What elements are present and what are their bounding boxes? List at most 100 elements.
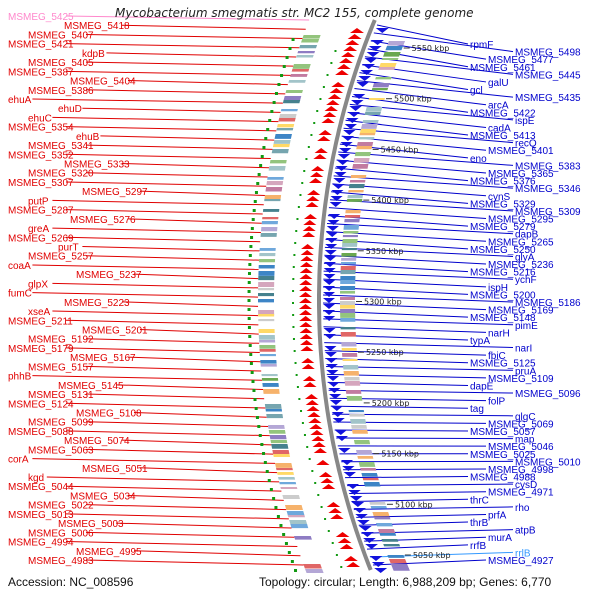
gene-label-right[interactable]: MSMEG_5010 xyxy=(515,457,581,468)
gene-label-right[interactable]: MSMEG_4971 xyxy=(488,488,554,499)
gene-label-right[interactable]: MSMEG_5383 xyxy=(515,161,581,172)
gene-label-right[interactable]: MSMEG_5445 xyxy=(515,70,581,81)
gene-label-right[interactable]: MSMEG_5069 xyxy=(488,419,554,430)
gene-label-left[interactable]: MSMEG_5044 xyxy=(8,482,74,493)
gene-label-left[interactable]: MSMEG_5297 xyxy=(82,187,148,198)
gene-label-left[interactable]: MSMEG_5386 xyxy=(28,86,94,97)
gene-label-left[interactable]: MSMEG_5108 xyxy=(76,408,142,419)
gene-label-left[interactable]: MSMEG_5223 xyxy=(64,298,130,309)
gene-label-right[interactable]: MSMEG_5125 xyxy=(470,359,536,370)
gene-label-left[interactable]: MSMEG_5405 xyxy=(28,58,94,69)
gene-label-right[interactable]: MSMEG_4927 xyxy=(488,556,554,567)
gene-label-left[interactable]: ehuA xyxy=(8,95,32,106)
gene-label-left[interactable]: MSMEG_5201 xyxy=(82,325,148,336)
gene-label-left[interactable]: phhB xyxy=(8,372,32,383)
gene-label-right[interactable]: arcA xyxy=(488,101,509,112)
gene-label-left[interactable]: MSMEG_5421 xyxy=(8,40,74,51)
gene-label-right[interactable]: rrlB xyxy=(515,548,531,559)
gene-label-right[interactable]: tag xyxy=(470,404,484,415)
gene-label-right[interactable]: glyA xyxy=(515,252,535,263)
gene-label-right[interactable]: MSMEG_5309 xyxy=(515,207,581,218)
gene-label-left[interactable]: MSMEG_5074 xyxy=(64,436,130,447)
gene-label-left[interactable]: MSMEG_5404 xyxy=(70,77,136,88)
gene-label-left[interactable]: MSMEG_5211 xyxy=(8,316,73,327)
gene-label-left[interactable]: MSMEG_5145 xyxy=(58,381,124,392)
gene-label-left[interactable]: greA xyxy=(28,224,49,235)
gene-label-left[interactable]: MSMEG_5034 xyxy=(70,491,136,502)
gene-label-right[interactable]: murA xyxy=(488,533,512,544)
gene-label-right[interactable]: MSMEG_5498 xyxy=(515,48,581,59)
gene-label-right[interactable]: prfA xyxy=(488,510,507,521)
gene-label-right[interactable]: MSMEG_4998 xyxy=(488,465,554,476)
gene-label-right[interactable]: gcl xyxy=(470,86,483,97)
gene-label-right[interactable]: MSMEG_5025 xyxy=(470,450,536,461)
gene-label-right[interactable]: map xyxy=(515,435,535,446)
gene-label-right[interactable]: atpB xyxy=(515,526,536,537)
gene-label-right[interactable]: dapE xyxy=(470,381,494,392)
gene-label-left[interactable]: xseA xyxy=(28,307,51,318)
gene-label-left[interactable]: MSMEG_5157 xyxy=(28,362,94,373)
gene-label-right[interactable]: MSMEG_5057 xyxy=(470,427,536,438)
gene-label-right[interactable]: MSMEG_5401 xyxy=(488,146,554,157)
gene-label-right[interactable]: cysD xyxy=(515,480,537,491)
gene-label-left[interactable]: MSMEG_5237 xyxy=(76,270,142,281)
gene-label-right[interactable]: MSMEG_5046 xyxy=(488,442,554,453)
gene-label-right[interactable]: thrC xyxy=(470,495,489,506)
gene-label-left[interactable]: kdpB xyxy=(82,49,105,60)
gene-label-left[interactable]: MSMEG_5257 xyxy=(28,252,94,263)
gene-label-left[interactable]: MSMEG_5006 xyxy=(28,528,94,539)
gene-label-right[interactable]: fbiC xyxy=(488,351,506,362)
gene-label-right[interactable]: galU xyxy=(488,78,509,89)
gene-label-left[interactable]: ehuB xyxy=(76,132,100,143)
gene-label-left[interactable]: MSMEG_5320 xyxy=(28,169,94,180)
gene-label-left[interactable]: MSMEG_5124 xyxy=(8,399,74,410)
gene-label-right[interactable]: folP xyxy=(488,397,506,408)
gene-label-right[interactable]: narH xyxy=(488,328,510,339)
gene-label-right[interactable]: ychF xyxy=(515,275,537,286)
gene-label-right[interactable]: MSMEG_5109 xyxy=(488,374,554,385)
gene-label-left[interactable]: MSMEG_5088 xyxy=(8,427,74,438)
gene-label-left[interactable]: MSMEG_5354 xyxy=(8,123,74,134)
gene-label-left[interactable]: glpX xyxy=(28,279,48,290)
gene-label-left[interactable]: MSMEG_5063 xyxy=(28,445,94,456)
gene-label-right[interactable]: MSMEG_5329 xyxy=(470,199,536,210)
gene-label-left[interactable]: kgd xyxy=(28,473,44,484)
gene-label-right[interactable]: typA xyxy=(470,336,490,347)
gene-label-left[interactable]: MSMEG_5022 xyxy=(28,501,94,512)
gene-label-right[interactable]: pruA xyxy=(515,366,536,377)
gene-label-right[interactable]: cynS xyxy=(488,192,511,203)
gene-label-left[interactable]: MSMEG_5387 xyxy=(8,67,74,78)
gene-label-left[interactable]: MSMEG_5099 xyxy=(28,418,94,429)
gene-label-left[interactable]: fumC xyxy=(8,289,32,300)
gene-label-right[interactable]: MSMEG_5346 xyxy=(515,184,581,195)
gene-label-left[interactable]: MSMEG_4994 xyxy=(8,538,74,549)
gene-label-right[interactable]: narI xyxy=(515,344,532,355)
gene-label-left[interactable]: MSMEG_5051 xyxy=(82,464,148,475)
gene-label-right[interactable]: MSMEG_5148 xyxy=(470,313,536,324)
gene-label-right[interactable]: MSMEG_5096 xyxy=(515,389,581,400)
gene-label-left[interactable]: MSMEG_5013 xyxy=(8,510,74,521)
gene-label-right[interactable]: dapB xyxy=(515,230,539,241)
gene-label-left[interactable]: MSMEG_5418 xyxy=(64,21,130,32)
gene-label-right[interactable]: MSMEG_5169 xyxy=(488,306,554,317)
gene-label-right[interactable]: MSMEG_5265 xyxy=(488,237,554,248)
gene-label-left[interactable]: purT xyxy=(58,243,79,254)
gene-label-left[interactable]: MSMEG_5352 xyxy=(8,150,74,161)
gene-label-right[interactable]: thrB xyxy=(470,518,489,529)
gene-label-right[interactable]: ispH xyxy=(488,283,508,294)
gene-label-left[interactable]: corA xyxy=(8,455,29,466)
gene-label-right[interactable]: ispE xyxy=(515,116,535,127)
gene-label-right[interactable]: MSMEG_5413 xyxy=(470,131,536,142)
gene-label-left[interactable]: MSMEG_4983 xyxy=(28,556,94,567)
gene-label-left[interactable]: coaA xyxy=(8,261,31,272)
gene-label-right[interactable]: cadA xyxy=(488,123,511,134)
gene-label-right[interactable]: MSMEG_5236 xyxy=(488,260,554,271)
gene-label-right[interactable]: MSMEG_5250 xyxy=(470,245,536,256)
gene-label-left[interactable]: MSMEG_5167 xyxy=(70,353,136,364)
gene-label-right[interactable]: rpmF xyxy=(470,40,493,51)
gene-label-left[interactable]: MSMEG_4995 xyxy=(76,547,142,558)
gene-label-right[interactable]: pimE xyxy=(515,321,538,332)
gene-label-right[interactable]: MSMEG_5200 xyxy=(470,290,536,301)
gene-label-left[interactable]: MSMEG_5307 xyxy=(8,178,74,189)
gene-label-left[interactable]: MSMEG_5192 xyxy=(28,335,94,346)
